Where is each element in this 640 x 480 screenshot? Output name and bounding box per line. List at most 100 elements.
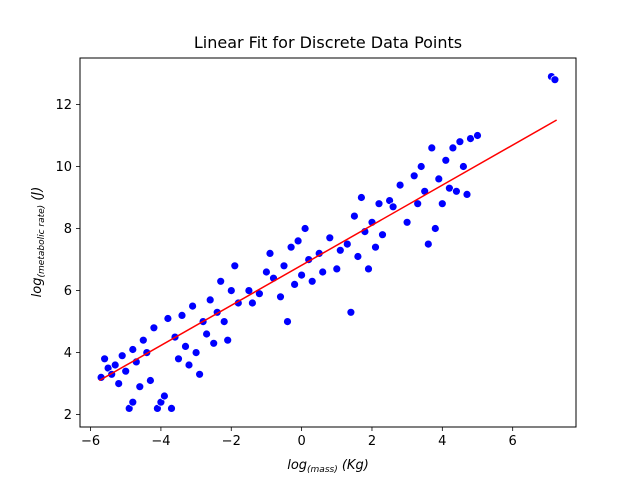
data-point	[437, 199, 447, 209]
x-tick-label: −2	[222, 434, 241, 449]
data-points-layer	[96, 72, 560, 413]
data-point	[135, 382, 145, 392]
data-point	[181, 341, 190, 351]
data-point	[100, 354, 109, 364]
data-point	[458, 162, 468, 171]
data-point	[374, 199, 384, 209]
data-point	[121, 366, 131, 376]
data-point	[159, 391, 169, 401]
data-point	[451, 186, 461, 196]
y-tick-label: 12	[55, 98, 72, 113]
data-point	[356, 193, 366, 202]
data-point	[427, 143, 437, 153]
y-axis: 2 4 6 8 10 12	[55, 98, 80, 423]
data-point	[276, 292, 285, 302]
x-tick-label: 0	[297, 434, 305, 449]
data-point	[364, 264, 373, 274]
data-point	[283, 317, 292, 327]
data-point	[209, 338, 219, 348]
data-point	[297, 270, 307, 280]
x-axis-label-unit: (Kg)	[338, 458, 369, 473]
data-point	[177, 310, 187, 320]
plot-frame	[79, 57, 577, 428]
data-point	[293, 236, 303, 246]
data-point	[416, 162, 426, 171]
chart-title: Linear Fit for Discrete Data Points	[194, 33, 462, 52]
y-axis-label-unit: (J)	[30, 187, 45, 205]
data-point	[195, 369, 205, 379]
data-point	[409, 171, 419, 181]
x-tick-label: −6	[81, 434, 100, 449]
data-point	[265, 248, 275, 258]
data-point	[226, 286, 236, 296]
data-point	[325, 233, 335, 243]
data-point	[332, 264, 342, 274]
data-point	[346, 307, 356, 317]
data-point	[145, 376, 155, 385]
data-point	[219, 317, 229, 327]
data-point	[441, 155, 451, 165]
data-point	[184, 360, 194, 370]
data-point	[290, 279, 300, 289]
data-point	[138, 335, 148, 345]
data-point	[205, 295, 215, 305]
x-axis-label-base: log	[287, 458, 307, 473]
data-point	[395, 180, 405, 190]
data-point	[430, 224, 440, 233]
data-point	[307, 276, 317, 286]
data-point	[149, 323, 159, 333]
data-point	[378, 230, 387, 240]
y-tick-label: 2	[64, 408, 72, 423]
data-point	[371, 242, 380, 252]
data-point	[167, 403, 176, 413]
data-point	[318, 267, 328, 277]
data-point	[174, 354, 183, 364]
data-point	[353, 252, 363, 261]
x-axis-label: log(mass) (Kg)	[287, 458, 369, 475]
x-axis-label-sub: (mass)	[307, 465, 338, 475]
data-point	[117, 351, 127, 361]
data-point	[216, 276, 226, 286]
data-point	[388, 202, 398, 212]
fit-line-layer	[98, 119, 558, 382]
data-point	[223, 335, 233, 345]
data-point	[448, 143, 458, 153]
data-point	[279, 261, 289, 271]
data-point	[202, 329, 212, 339]
x-tick-label: −4	[151, 434, 170, 449]
y-axis-label-base: log	[30, 277, 45, 297]
y-axis-label: log(metabolic rate) (J)	[30, 187, 47, 298]
data-point	[434, 174, 444, 184]
y-tick-label: 10	[55, 160, 72, 175]
data-point	[247, 298, 257, 308]
y-tick-label: 6	[64, 284, 72, 299]
data-point	[462, 189, 472, 199]
y-axis-label-sub: (metabolic rate)	[37, 205, 47, 278]
data-point	[455, 137, 465, 147]
data-point	[191, 348, 201, 358]
data-point	[188, 301, 198, 311]
data-point	[110, 360, 120, 370]
x-axis: −6 −4 −2 0 2 4 6	[81, 427, 517, 449]
data-point	[300, 224, 310, 233]
data-point	[128, 397, 138, 407]
data-point	[286, 242, 296, 252]
data-point	[423, 239, 433, 249]
data-point	[402, 217, 412, 227]
data-point	[114, 379, 124, 389]
y-tick-label: 8	[64, 222, 72, 237]
data-point	[335, 245, 345, 255]
data-point	[349, 211, 359, 221]
x-tick-label: 4	[438, 434, 446, 449]
x-tick-label: 2	[368, 434, 376, 449]
data-point	[230, 261, 240, 271]
y-tick-label: 4	[64, 346, 72, 361]
data-point	[163, 314, 173, 323]
data-point	[261, 267, 271, 277]
x-tick-label: 6	[509, 434, 517, 449]
data-point	[128, 345, 138, 354]
fit-line	[98, 119, 558, 382]
data-point	[473, 131, 482, 140]
